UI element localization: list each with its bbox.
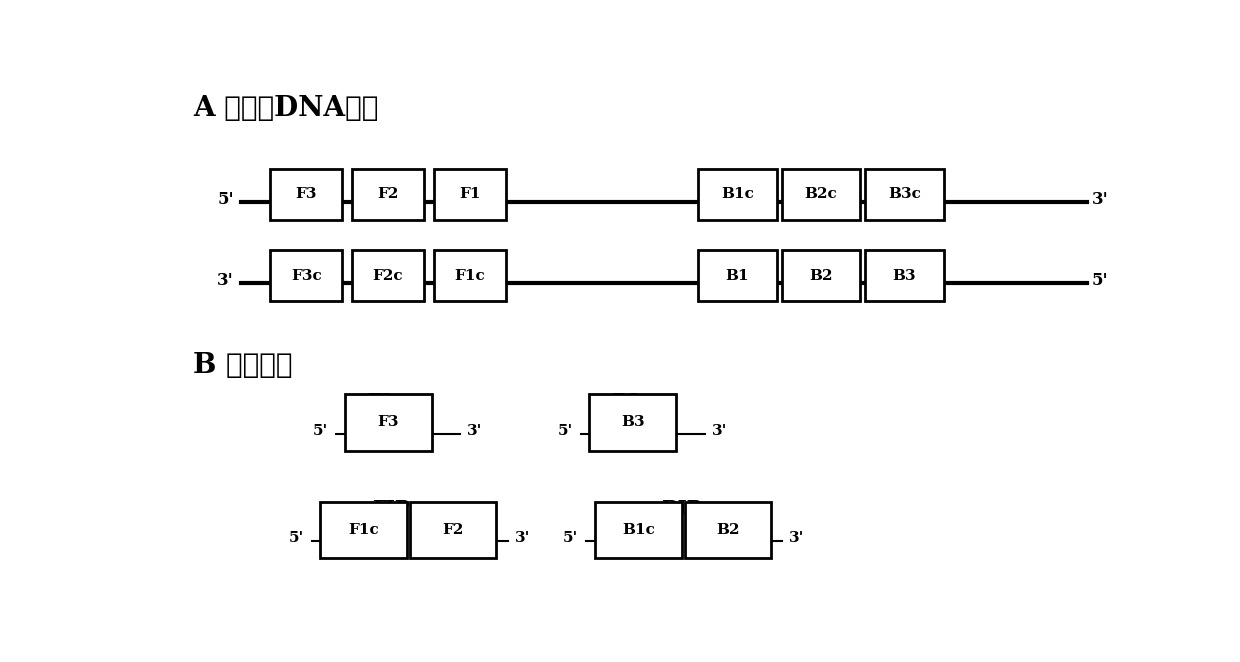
Text: F2: F2 — [443, 522, 464, 536]
FancyBboxPatch shape — [781, 169, 861, 220]
FancyBboxPatch shape — [352, 169, 424, 220]
FancyBboxPatch shape — [781, 250, 861, 301]
Text: 5': 5' — [563, 531, 578, 545]
Text: A 靶基因DNA序列: A 靶基因DNA序列 — [193, 95, 378, 122]
Text: B1: B1 — [725, 269, 749, 283]
Text: 5': 5' — [558, 424, 573, 438]
Text: 3': 3' — [712, 424, 728, 438]
FancyBboxPatch shape — [434, 250, 506, 301]
FancyBboxPatch shape — [320, 502, 407, 557]
Text: F2: F2 — [377, 187, 399, 201]
Text: 3': 3' — [516, 531, 531, 545]
Text: B1c: B1c — [720, 187, 754, 201]
FancyBboxPatch shape — [352, 250, 424, 301]
FancyBboxPatch shape — [270, 250, 342, 301]
Text: 3': 3' — [217, 272, 234, 289]
Text: F3: F3 — [378, 416, 399, 430]
Text: F3: F3 — [295, 187, 317, 201]
FancyBboxPatch shape — [866, 169, 944, 220]
FancyBboxPatch shape — [698, 250, 776, 301]
Text: B3: B3 — [621, 416, 645, 430]
Text: F3c: F3c — [291, 269, 321, 283]
Text: B 引物设计: B 引物设计 — [193, 352, 293, 379]
Text: 5': 5' — [289, 531, 304, 545]
Text: F2c: F2c — [373, 269, 403, 283]
Text: F3: F3 — [367, 393, 394, 411]
FancyBboxPatch shape — [589, 395, 676, 451]
Text: 5': 5' — [312, 424, 327, 438]
Text: B2: B2 — [810, 269, 833, 283]
Text: 3': 3' — [1092, 191, 1109, 208]
Text: 5': 5' — [1092, 272, 1109, 289]
Text: B3c: B3c — [888, 187, 921, 201]
FancyBboxPatch shape — [409, 502, 496, 557]
Text: F1c: F1c — [348, 522, 379, 536]
FancyBboxPatch shape — [345, 395, 432, 451]
Text: 3': 3' — [789, 531, 805, 545]
Text: B3: B3 — [611, 393, 641, 411]
FancyBboxPatch shape — [595, 502, 682, 557]
Text: 3': 3' — [467, 424, 482, 438]
Text: FIP: FIP — [372, 500, 409, 518]
Text: F1: F1 — [459, 187, 480, 201]
Text: B2: B2 — [715, 522, 739, 536]
Text: B1c: B1c — [622, 522, 655, 536]
Text: B2c: B2c — [805, 187, 837, 201]
FancyBboxPatch shape — [270, 169, 342, 220]
Text: B3: B3 — [893, 269, 916, 283]
Text: F1c: F1c — [454, 269, 485, 283]
Text: 5': 5' — [217, 191, 234, 208]
FancyBboxPatch shape — [684, 502, 771, 557]
Text: BIP: BIP — [661, 500, 702, 518]
FancyBboxPatch shape — [434, 169, 506, 220]
FancyBboxPatch shape — [698, 169, 776, 220]
FancyBboxPatch shape — [866, 250, 944, 301]
